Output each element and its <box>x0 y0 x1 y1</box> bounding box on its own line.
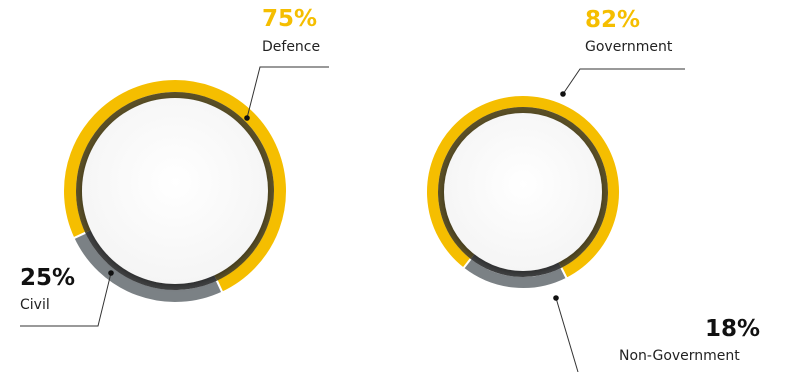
civil-percent: 25% <box>20 265 76 291</box>
donut-chart-2 <box>425 68 685 372</box>
civil-leader-dot <box>108 270 114 276</box>
government-leader-dot <box>560 91 566 97</box>
non-government-inner-band <box>470 253 562 277</box>
donut-center <box>82 98 268 284</box>
defence-label: Defence <box>262 39 321 55</box>
government-percent: 82% <box>585 7 641 33</box>
defence-leader-dot <box>244 115 250 121</box>
government-leader-line <box>562 68 685 95</box>
defence-leader-line <box>246 66 329 119</box>
non-government-percent: 18% <box>705 316 761 342</box>
donut-center <box>444 113 602 271</box>
civil-inner-band <box>85 229 217 290</box>
non-government-label: Non-Government <box>619 348 740 364</box>
government-label: Government <box>585 39 673 55</box>
civil-label: Civil <box>20 297 50 313</box>
defence-percent: 75% <box>262 6 318 32</box>
civil-leader-line <box>20 272 112 327</box>
non-government-leader-line <box>555 297 579 372</box>
donut-chart-1 <box>20 66 329 327</box>
non-government-leader-dot <box>553 295 559 301</box>
